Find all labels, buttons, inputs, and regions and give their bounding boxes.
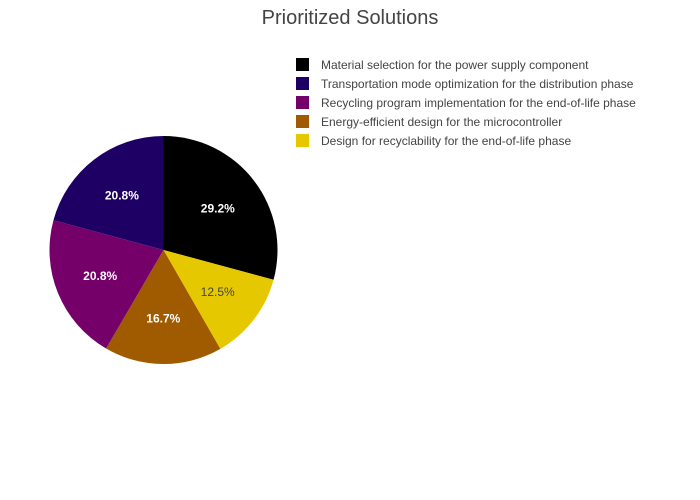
legend-swatch-3 bbox=[296, 96, 309, 109]
legend-label-3: Recycling program implementation for the… bbox=[321, 96, 636, 110]
slice-label-3: 16.7% bbox=[146, 311, 180, 325]
legend-item-2[interactable]: Transportation mode optimization for the… bbox=[296, 77, 634, 91]
chart-title: Prioritized Solutions bbox=[262, 7, 439, 29]
legend-item-1[interactable]: Material selection for the power supply … bbox=[296, 58, 589, 72]
legend: Material selection for the power supply … bbox=[296, 58, 636, 148]
slice-label-4: 20.8% bbox=[83, 269, 117, 283]
legend-label-5: Design for recyclability for the end-of-… bbox=[321, 134, 571, 148]
pie-slice-5[interactable] bbox=[53, 136, 164, 250]
pie-slice-1[interactable] bbox=[163, 136, 278, 280]
pie-slice-4[interactable] bbox=[49, 220, 164, 349]
pie-slice-3[interactable] bbox=[106, 250, 221, 364]
pie-labels: 29.2% 12.5% 16.7% 20.8% 20.8% bbox=[83, 189, 235, 326]
legend-item-4[interactable]: Energy-efficient design for the microcon… bbox=[296, 115, 562, 129]
legend-swatch-4 bbox=[296, 115, 309, 128]
legend-label-4: Energy-efficient design for the microcon… bbox=[321, 115, 562, 129]
pie-slices bbox=[49, 136, 278, 364]
pie-slice-2[interactable] bbox=[163, 250, 274, 349]
slice-label-1: 29.2% bbox=[201, 201, 235, 215]
legend-swatch-5 bbox=[296, 134, 309, 147]
legend-item-3[interactable]: Recycling program implementation for the… bbox=[296, 96, 636, 110]
legend-label-1: Material selection for the power supply … bbox=[321, 58, 589, 72]
legend-item-5[interactable]: Design for recyclability for the end-of-… bbox=[296, 134, 571, 148]
legend-swatch-1 bbox=[296, 58, 309, 71]
slice-label-5: 20.8% bbox=[105, 189, 139, 203]
slice-label-2: 12.5% bbox=[201, 285, 235, 299]
legend-swatch-2 bbox=[296, 77, 309, 90]
legend-label-2: Transportation mode optimization for the… bbox=[321, 77, 634, 91]
